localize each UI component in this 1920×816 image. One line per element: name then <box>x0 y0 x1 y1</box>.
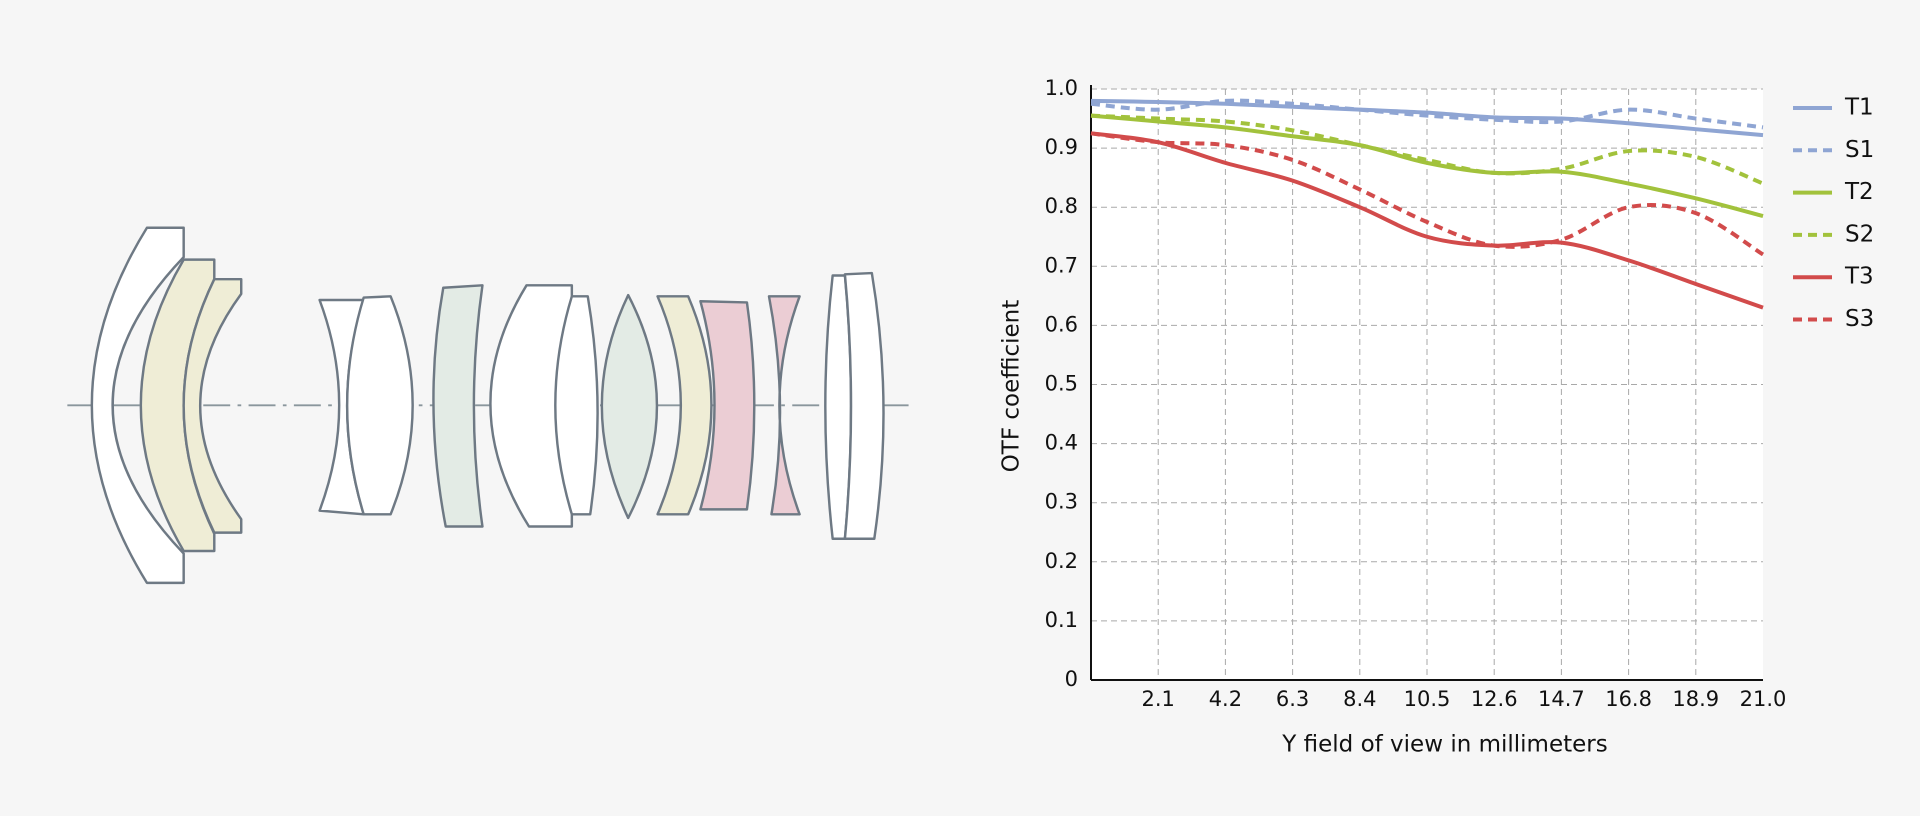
y-tick-label: 0.5 <box>1045 372 1078 396</box>
lens-element <box>345 295 414 516</box>
legend-label: S2 <box>1845 221 1874 247</box>
x-tick-label: 8.4 <box>1343 687 1376 711</box>
lens-diagram <box>67 226 909 585</box>
lens-element <box>489 284 599 528</box>
lens-element <box>767 295 801 516</box>
lens-element <box>182 277 243 534</box>
x-tick-label: 16.8 <box>1605 687 1652 711</box>
y-axis-label: OTF coefficient <box>999 300 1025 473</box>
y-tick-label: 0.2 <box>1045 549 1078 573</box>
series-line <box>1090 131 1764 310</box>
series-line <box>1090 113 1764 218</box>
y-tick-label: 1.0 <box>1045 76 1078 100</box>
lens-element-join <box>554 295 574 515</box>
x-tick-label: 12.6 <box>1471 687 1518 711</box>
legend-label: T3 <box>1844 264 1874 290</box>
x-tick-label: 14.7 <box>1538 687 1585 711</box>
x-tick-label: 10.5 <box>1404 687 1451 711</box>
legend-label: T2 <box>1844 179 1874 205</box>
lens-element <box>843 271 885 541</box>
x-tick-label: 21.0 <box>1740 687 1787 711</box>
lens-element <box>600 293 659 520</box>
y-tick-label: 0.6 <box>1045 312 1078 336</box>
series-line <box>1090 131 1765 257</box>
x-tick-label: 4.2 <box>1209 687 1242 711</box>
lens-element <box>90 226 185 585</box>
x-tick-label: 2.1 <box>1141 687 1174 711</box>
x-axis-label: Y field of view in millimeters <box>1281 732 1607 758</box>
lens-element <box>656 295 713 516</box>
lens-element <box>699 300 756 511</box>
x-tick-label: 6.3 <box>1276 687 1309 711</box>
lens-element <box>432 284 484 528</box>
series-line <box>1090 98 1764 130</box>
y-tick-label: 0.7 <box>1045 253 1078 277</box>
legend-label: S3 <box>1845 306 1874 332</box>
series-line <box>1090 98 1764 138</box>
y-tick-label: 0.9 <box>1045 135 1078 159</box>
y-tick-label: 0.8 <box>1045 194 1078 218</box>
legend-label: S1 <box>1845 137 1874 163</box>
y-tick-label: 0.1 <box>1045 608 1078 632</box>
legend-label: T1 <box>1844 95 1874 121</box>
y-tick-label: 0.4 <box>1045 431 1078 455</box>
x-tick-label: 18.9 <box>1672 687 1719 711</box>
y-tick-label: 0 <box>1065 667 1078 691</box>
y-tick-label: 0.3 <box>1045 490 1078 514</box>
